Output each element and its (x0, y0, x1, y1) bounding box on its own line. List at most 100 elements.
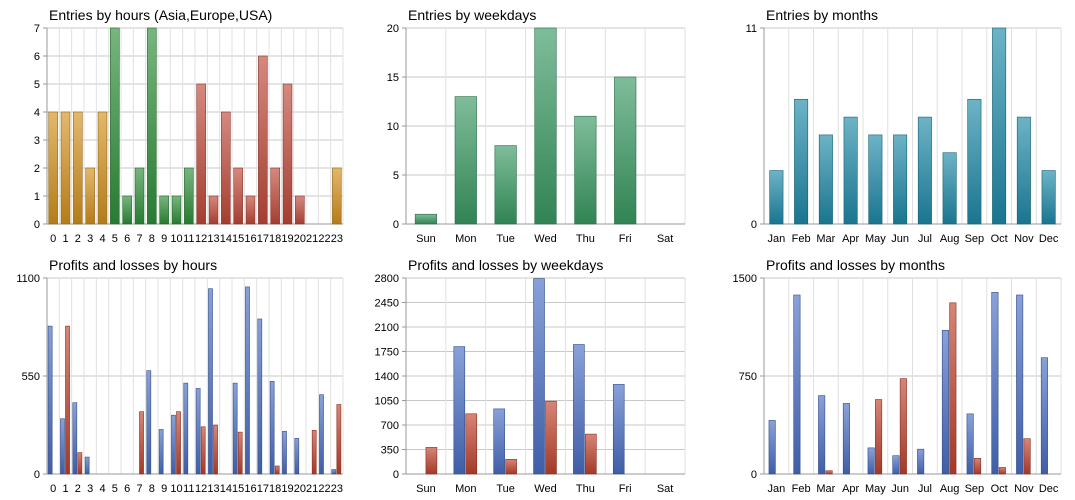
bar (533, 278, 545, 475)
chart-title: Entries by months (766, 7, 878, 23)
bar (213, 424, 218, 475)
y-tick-label: 0 (751, 469, 757, 481)
x-tick-label: May (865, 483, 886, 495)
y-tick-label: 1 (34, 191, 40, 203)
bar (493, 408, 505, 475)
bar (147, 27, 157, 225)
chart-title: Profits and losses by hours (49, 257, 217, 273)
y-tick-label: 750 (739, 371, 757, 383)
bar (1016, 116, 1031, 225)
x-tick-label: 13 (207, 233, 219, 245)
bar (282, 430, 287, 475)
x-tick-label: 14 (220, 483, 232, 495)
y-tick-label: 1500 (733, 273, 757, 285)
y-tick-label: 0 (751, 219, 757, 231)
chart-profits-losses-by-months: Profits and losses by months 0 750 1500 Jan F… (716, 250, 1074, 500)
bar (1023, 438, 1031, 475)
y-tick-label: 2450 (375, 298, 399, 310)
bar (974, 458, 982, 475)
bar (875, 399, 883, 475)
x-tick-label: 7 (136, 483, 142, 495)
bar (184, 167, 194, 225)
bar (612, 384, 625, 475)
x-tick-label: 22 (318, 233, 330, 245)
bar (454, 96, 477, 225)
x-tick-label: Oct (991, 233, 1008, 245)
x-tick-label: 0 (50, 483, 56, 495)
bar (966, 413, 974, 475)
x-tick-label: Mar (816, 233, 835, 245)
x-tick-label: Jan (768, 483, 786, 495)
bar (494, 145, 517, 225)
y-tick-label: 1400 (375, 371, 399, 383)
bar (60, 111, 71, 225)
x-tick-label: 8 (149, 233, 155, 245)
bar (1040, 357, 1048, 475)
bar (77, 452, 83, 475)
y-tick-label: 0 (34, 219, 40, 231)
bar (257, 318, 263, 475)
x-tick-label: 20 (294, 233, 306, 245)
bar (332, 167, 342, 225)
y-tick-label: 2100 (375, 322, 399, 334)
x-tick-label: 5 (112, 483, 118, 495)
x-tick-label: Tue (496, 483, 515, 495)
x-tick-label: 16 (244, 483, 256, 495)
bar (917, 448, 925, 475)
bar (176, 411, 181, 475)
bar (139, 411, 144, 475)
y-tick-label: 700 (381, 420, 399, 432)
x-tick-label: Nov (1014, 233, 1034, 245)
bar (195, 388, 201, 475)
bar (892, 455, 900, 475)
chart-svg-entries-weekdays: Entries by weekdays 0 5 10 15 20 Sun Mon Tue Wed T… (387, 7, 686, 245)
x-tick-label: 12 (195, 233, 207, 245)
x-tick-label: Jul (918, 483, 932, 495)
x-tick-label: Thu (576, 483, 595, 495)
bar (465, 413, 478, 475)
chart-title: Profits and losses by weekdays (408, 257, 603, 273)
bar (425, 447, 438, 475)
bar (769, 170, 784, 225)
x-tick-label: Sep (965, 483, 985, 495)
y-tick-label: 4 (34, 107, 40, 119)
bar (942, 152, 957, 225)
chart-svg-entries-hours: Entries by hours (Asia,Europe,USA)012345… (34, 7, 344, 245)
y-tick-label: 20 (387, 23, 399, 35)
bar (545, 400, 557, 475)
x-tick-label: 19 (281, 233, 293, 245)
x-tick-label: 15 (232, 233, 244, 245)
x-tick-label: Sep (965, 233, 985, 245)
bar (237, 431, 243, 475)
x-tick-label: Dec (1039, 233, 1059, 245)
x-tick-label: May (865, 233, 886, 245)
y-tick-label: 0 (34, 469, 40, 481)
bar (414, 213, 437, 225)
bar (941, 329, 949, 475)
x-tick-label: 2 (75, 233, 81, 245)
x-tick-label: Jun (891, 233, 909, 245)
x-tick-label: 9 (161, 483, 167, 495)
bar (842, 403, 850, 475)
y-tick-label: 3 (34, 135, 40, 147)
x-tick-label: Tue (496, 233, 515, 245)
x-tick-label: Wed (534, 483, 556, 495)
bar (294, 438, 300, 475)
chart-entries-by-months: Entries by months 0 11 Jan Feb Mar Apr May Jun Ju… (716, 0, 1074, 250)
chart-svg-pl-weekdays: Profits and losses by weekdays 0 350 700 105… (375, 257, 686, 495)
bar (843, 116, 858, 225)
x-tick-label: Fri (619, 483, 632, 495)
bar (233, 167, 243, 225)
x-tick-label: Sun (416, 483, 436, 495)
bar (319, 394, 324, 475)
x-tick-label: 3 (87, 483, 93, 495)
bar (65, 325, 70, 475)
y-tick-label: 1050 (375, 396, 399, 408)
x-tick-label: 18 (269, 233, 281, 245)
y-tick-label: 5 (34, 79, 40, 91)
bar (818, 134, 833, 225)
x-tick-label: 3 (87, 233, 93, 245)
bar (146, 370, 152, 475)
bar (573, 344, 585, 475)
